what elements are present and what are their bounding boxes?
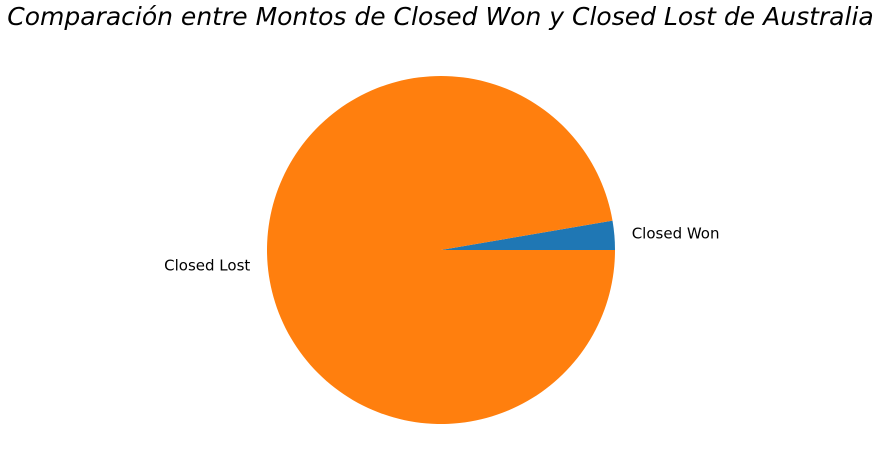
pie-slice-closed-lost: [267, 75, 615, 424]
chart-title: Comparación entre Montos de Closed Won y…: [7, 2, 874, 31]
slice-label-closed-won: Closed Won: [632, 224, 720, 242]
slice-label-closed-lost: Closed Lost: [164, 257, 250, 275]
pie-slice-closed-won: [441, 220, 615, 250]
